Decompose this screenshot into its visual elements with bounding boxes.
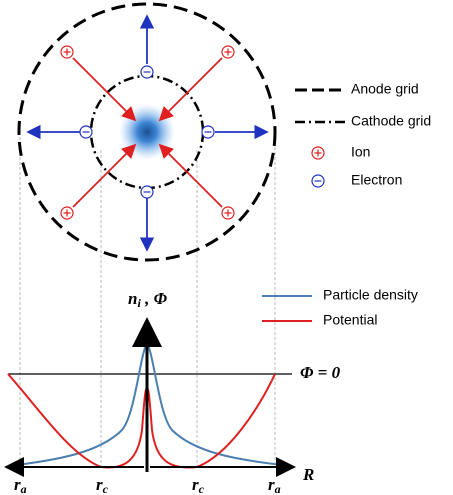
label-part: a — [275, 482, 281, 495]
legend-density: Particle density — [323, 287, 418, 303]
label-part: r — [268, 475, 275, 494]
label-part: n — [128, 289, 137, 308]
legend-ion: Ion — [351, 144, 370, 160]
ion-arrows — [72, 57, 223, 208]
guide-lines — [19, 132, 276, 467]
legend-cathode: Cathode grid — [351, 113, 431, 129]
electrons — [79, 65, 215, 199]
radius-label: rc — [192, 475, 205, 495]
legend-potential: Potential — [323, 312, 377, 328]
x-axis-label: R — [302, 465, 314, 484]
zero-label: Φ = 0 — [300, 363, 341, 382]
legend-electron-icon — [311, 174, 325, 188]
radius-label: ra — [14, 475, 27, 495]
ions — [60, 45, 235, 220]
legend-anode: Anode grid — [351, 81, 419, 97]
label-part: , Φ — [141, 289, 168, 308]
label-part: r — [14, 475, 21, 494]
radius-label: rc — [96, 475, 109, 495]
label-part: r — [96, 475, 103, 494]
label-part: c — [199, 482, 205, 495]
legend-ion-icon — [311, 146, 325, 160]
radius-label: ra — [268, 475, 281, 495]
potential-curve — [7, 373, 276, 469]
anode-grid — [17, 2, 277, 262]
label-part: i — [137, 296, 141, 310]
y-axis-label: ni , Φ — [128, 289, 168, 310]
legend-electron: Electron — [351, 172, 402, 188]
label-part: c — [103, 482, 109, 495]
label-part: a — [21, 482, 27, 495]
electron-arrows — [26, 14, 269, 252]
label-part: r — [192, 475, 199, 494]
